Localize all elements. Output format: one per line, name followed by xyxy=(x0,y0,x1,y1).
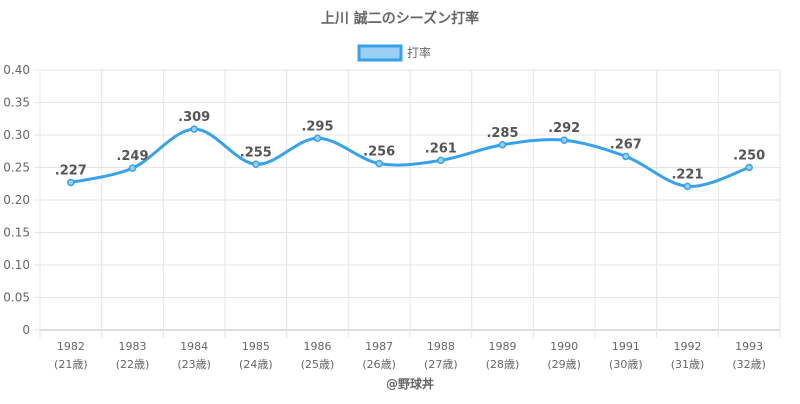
data-point xyxy=(190,125,198,133)
data-point xyxy=(67,178,75,187)
x-tick-sublabel: (24歳) xyxy=(239,358,273,371)
data-point xyxy=(745,163,753,172)
x-tick-sublabel: (28歳) xyxy=(486,358,520,371)
x-tick-label: 1989 xyxy=(489,340,517,353)
credit-text: @野球丼 xyxy=(386,376,434,391)
x-tick-sublabel: (21歳) xyxy=(54,358,88,371)
chart-title: 上川 誠二のシーズン打率 xyxy=(321,10,479,27)
data-point xyxy=(313,134,322,142)
data-label: .250 xyxy=(733,149,765,164)
x-tick-sublabel: (26歳) xyxy=(362,358,396,371)
y-tick-label: 0.30 xyxy=(3,128,30,142)
data-point xyxy=(375,159,383,168)
data-label: .261 xyxy=(425,141,457,156)
x-tick-label: 1991 xyxy=(612,340,640,353)
x-tick-sublabel: (27歳) xyxy=(424,358,458,371)
data-label: .292 xyxy=(548,121,580,136)
data-label: .227 xyxy=(55,163,87,178)
x-tick-sublabel: (25歳) xyxy=(301,358,335,371)
y-tick-label: 0 xyxy=(22,323,30,337)
data-label: .285 xyxy=(486,126,518,141)
data-label: .221 xyxy=(671,167,703,182)
x-tick-label: 1982 xyxy=(57,340,85,353)
y-tick-label: 0.10 xyxy=(3,258,30,272)
data-point xyxy=(437,156,445,165)
x-tick-label: 1990 xyxy=(550,340,578,353)
y-tick-label: 0.40 xyxy=(3,63,30,77)
y-tick-label: 0.20 xyxy=(3,193,30,207)
data-label: .256 xyxy=(363,145,395,160)
y-tick-label: 0.35 xyxy=(3,96,30,110)
data-label: .295 xyxy=(301,119,333,134)
x-tick-label: 1988 xyxy=(427,340,455,353)
legend[interactable]: 打率 xyxy=(357,44,431,62)
x-tick-sublabel: (30歳) xyxy=(609,358,643,371)
data-label: .309 xyxy=(178,110,210,125)
x-tick-sublabel: (29歳) xyxy=(547,358,581,371)
data-label: .249 xyxy=(116,149,148,164)
x-tick-label: 1985 xyxy=(242,340,270,353)
x-tick-label: 1992 xyxy=(674,340,702,353)
x-tick-label: 1984 xyxy=(180,340,208,353)
y-tick-label: 0.25 xyxy=(3,161,30,175)
y-tick-label: 0.15 xyxy=(3,226,30,240)
data-point xyxy=(622,152,630,161)
data-point xyxy=(252,160,260,168)
x-tick-label: 1987 xyxy=(365,340,393,353)
x-tick-sublabel: (23歳) xyxy=(177,358,211,371)
data-point xyxy=(683,182,692,191)
data-point xyxy=(560,136,568,144)
x-tick-sublabel: (32歳) xyxy=(732,358,766,371)
legend-swatch xyxy=(357,44,403,62)
data-label: .255 xyxy=(240,145,272,160)
x-tick-label: 1993 xyxy=(735,340,763,353)
x-tick-sublabel: (31歳) xyxy=(671,358,705,371)
y-tick-label: 0.05 xyxy=(3,291,30,305)
data-label: .267 xyxy=(610,137,642,152)
x-tick-sublabel: (22歳) xyxy=(116,358,150,371)
data-point xyxy=(128,164,137,172)
data-point xyxy=(498,141,507,149)
legend-label: 打率 xyxy=(407,45,431,60)
x-tick-label: 1986 xyxy=(304,340,332,353)
x-tick-label: 1983 xyxy=(119,340,147,353)
